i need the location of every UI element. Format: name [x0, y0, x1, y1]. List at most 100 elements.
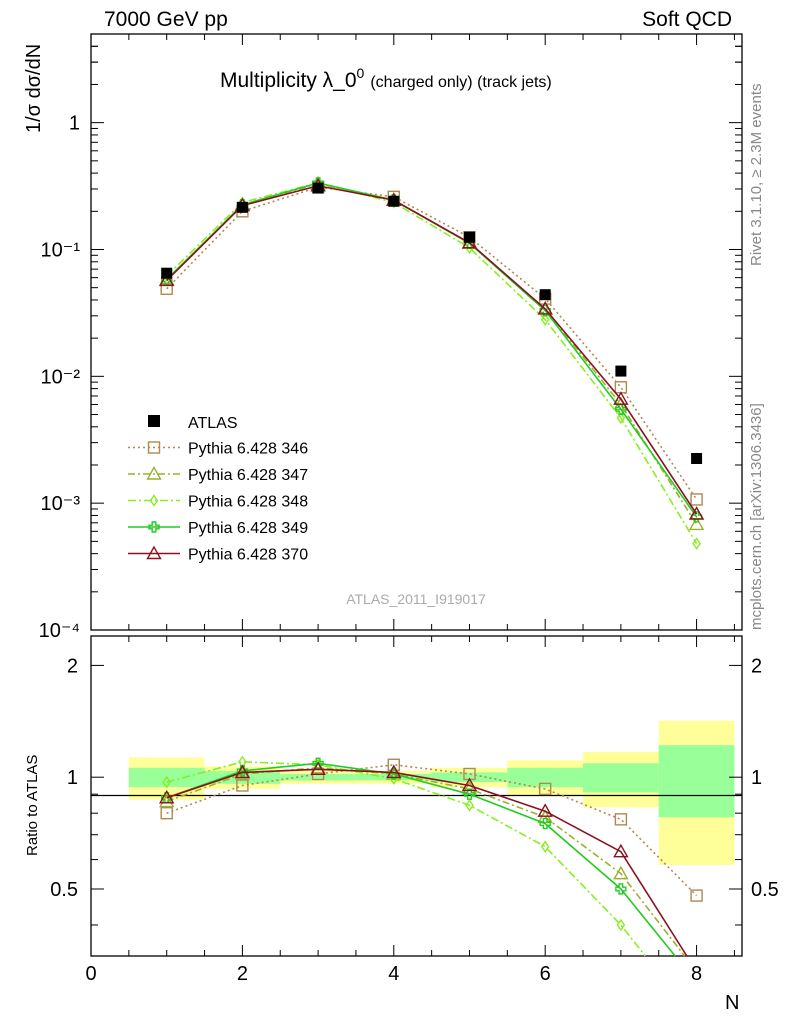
ratio-series-point: [234, 764, 251, 779]
ratio-series-point: [615, 883, 627, 895]
legend-marker: [146, 466, 162, 480]
series-point: [540, 313, 550, 326]
series-point: [613, 391, 629, 405]
series-point: [688, 506, 705, 520]
atlas-data-point: [312, 182, 324, 194]
legend-label: Pythia 6.428 370: [188, 547, 308, 564]
main-plot-frame: [90, 33, 743, 631]
ratio-stat-band: [658, 745, 735, 818]
ratio-y-axis-label: Ratio to ATLAS: [24, 755, 41, 856]
ratio-series-point: [463, 788, 476, 800]
legend-label: Pythia 6.428 348: [188, 494, 308, 511]
ratio-series-line: [166, 762, 676, 957]
plot-title-small: (charged only) (track jets): [370, 74, 551, 91]
atlas-data-point: [615, 365, 627, 377]
analysis-watermark: ATLAS_2011_I919017: [346, 591, 486, 607]
ratio-series-point: [614, 813, 628, 826]
y-axis-label: 1/σ dσ/dN: [23, 44, 45, 133]
series-line: [166, 186, 698, 500]
ratio-tick-label: 1: [67, 767, 78, 789]
main-series-layer: [158, 175, 705, 550]
series-point: [537, 300, 553, 315]
ratio-tick-label: 2: [67, 655, 78, 677]
ratio-series-point: [310, 759, 326, 774]
legend-marker: [147, 441, 161, 454]
ratio-series-point: [465, 799, 474, 812]
ratio-uncertainty-bands: [128, 720, 735, 866]
atlas-data-point: [236, 201, 248, 213]
series-point: [158, 272, 175, 287]
series-point: [614, 381, 628, 394]
legend-label: Pythia 6.428 346: [188, 441, 308, 458]
mcplots-label: mcplots.cern.ch [arXiv:1306.3436]: [748, 403, 765, 630]
x-tick-label: 6: [540, 963, 551, 985]
ratio-series-line: [166, 768, 688, 957]
x-tick-label: 2: [237, 963, 248, 985]
axes: 0 2 4 6 8 10⁻⁴ 10⁻³ 10⁻² 10⁻¹ 1 0.5 0.5 1 1 2 2: [39, 33, 779, 985]
ratio-series-point: [158, 789, 175, 804]
ratio-stat-band: [431, 772, 508, 783]
plot-title-main: Multiplicity λ_0: [220, 69, 357, 92]
ratio-tick-label-right: 0.5: [751, 879, 779, 901]
series-point: [688, 516, 705, 531]
series-point: [160, 282, 173, 295]
series-point: [616, 411, 626, 425]
ratio-series-point: [613, 865, 629, 880]
ratio-series-line: [166, 766, 686, 957]
legend-marker: [148, 521, 160, 533]
ratio-tick-label-right: 2: [751, 655, 762, 677]
plot-title-sup: 0: [357, 65, 365, 81]
ratio-series-point: [690, 889, 703, 902]
legend-atlas-marker: [148, 415, 160, 427]
atlas-data-point: [388, 195, 400, 207]
x-axis-label: N: [725, 992, 739, 1014]
legend-marker: [149, 494, 159, 507]
ratio-series-point: [540, 840, 550, 853]
ratio-stat-band: [507, 767, 584, 788]
ratio-series-point: [236, 779, 249, 792]
ratio-series-point: [537, 803, 553, 817]
y-tick-label: 10⁻¹: [41, 239, 81, 261]
y-tick-label: 10⁻²: [41, 366, 81, 388]
legend-marker: [146, 545, 162, 560]
y-tick-label: 10⁻³: [41, 493, 81, 515]
ratio-series-point: [461, 777, 478, 792]
ratio-series-point: [158, 793, 175, 808]
atlas-data-point: [161, 267, 173, 279]
atlas-data-point: [463, 231, 475, 243]
legend: ATLAS Pythia 6.428 346 Pythia 6.428 347 Pyt…: [128, 415, 308, 564]
atlas-data-point: [539, 289, 551, 301]
series-point: [690, 493, 703, 506]
ratio-series-point: [160, 806, 173, 820]
legend-label: Pythia 6.428 347: [188, 467, 308, 484]
ratio-tick-label-right: 1: [751, 767, 762, 789]
y-tick-label: 10⁻⁴: [39, 620, 80, 642]
ratio-series-point: [162, 775, 172, 789]
ratio-series-point: [539, 817, 551, 830]
ratio-series-point: [310, 761, 326, 776]
legend-label: Pythia 6.428 349: [188, 520, 308, 537]
ratio-series-point: [538, 782, 552, 796]
series-point: [615, 403, 627, 415]
atlas-data-point: [691, 452, 703, 464]
series-point: [692, 537, 701, 550]
header-right: Soft QCD: [642, 8, 732, 31]
x-tick-label: 8: [691, 963, 702, 985]
x-tick-label: 4: [388, 963, 399, 985]
ratio-series-point: [613, 843, 629, 858]
series-point: [539, 304, 551, 317]
plot-title: Multiplicity λ_00 (charged only) (track j…: [220, 65, 552, 92]
ratio-stat-band: [280, 774, 356, 781]
ratio-series-point: [312, 757, 324, 769]
legend-atlas-label: ATLAS: [188, 415, 238, 432]
ratio-stat-band: [583, 763, 659, 793]
header-left: 7000 GeV pp: [104, 8, 228, 31]
ratio-series-point: [616, 918, 626, 932]
ratio-series-point: [386, 764, 402, 779]
x-tick-label: 0: [85, 963, 96, 985]
ratio-series-point: [387, 758, 400, 771]
series-line: [166, 184, 698, 515]
ratio-tick-label: 0.5: [50, 879, 78, 901]
rivet-version-label: Rivet 3.1.10, ≥ 2.3M events: [748, 84, 765, 267]
